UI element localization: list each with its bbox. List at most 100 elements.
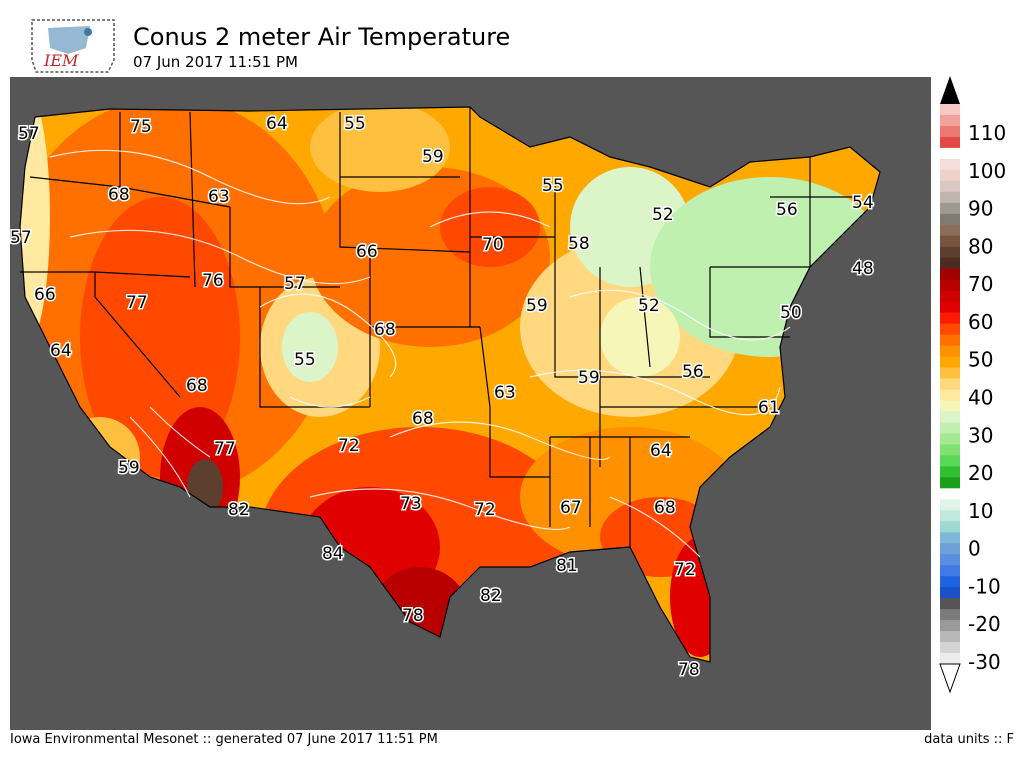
colorbar-tick-label: 40 xyxy=(968,386,993,410)
station-label: 64 xyxy=(650,441,672,461)
station-label: 78 xyxy=(402,606,424,626)
colorbar-swatch xyxy=(940,543,960,555)
temperature-map: 57 75 64 55 59 68 63 55 52 56 54 57 66 7… xyxy=(10,77,931,730)
colorbar-swatch xyxy=(940,565,960,577)
colorbar-swatch xyxy=(940,180,960,193)
state-borders xyxy=(19,106,881,663)
colorbar-swatch xyxy=(940,532,960,544)
colorbar-swatch xyxy=(940,191,960,204)
station-label: 76 xyxy=(202,271,224,291)
station-label: 57 xyxy=(18,124,40,144)
colorbar-swatch xyxy=(940,378,960,390)
colorbar-swatch xyxy=(940,642,960,654)
iem-logo: IEM xyxy=(31,19,115,73)
colorbar-tick-label: 70 xyxy=(968,272,993,296)
station-label: 59 xyxy=(422,147,444,167)
station-label: 75 xyxy=(130,117,152,137)
colorbar-tick-label: -20 xyxy=(968,612,1001,636)
colorbar-swatch xyxy=(940,389,960,401)
colorbar-swatch xyxy=(940,323,960,336)
colorbar-swatch xyxy=(940,631,960,643)
colorbar-swatch xyxy=(940,312,960,325)
station-label: 72 xyxy=(674,560,696,580)
station-label: 55 xyxy=(294,350,316,370)
station-label: 68 xyxy=(108,185,130,205)
colorbar-swatch xyxy=(940,422,960,434)
colorbar-tick-label: 30 xyxy=(968,423,993,447)
station-label: 54 xyxy=(852,193,874,213)
isotherm-lines xyxy=(49,149,791,558)
colorbar-tick-label: -10 xyxy=(968,574,1001,598)
colorbar-swatch xyxy=(940,499,960,511)
colorbar-swatch xyxy=(940,147,960,160)
logo-text: IEM xyxy=(43,51,79,70)
colorbar-swatch xyxy=(940,213,960,226)
colorbar-tick-label: 50 xyxy=(968,348,993,372)
colorbar-tick-label: 110 xyxy=(968,121,1006,145)
station-label: 63 xyxy=(208,187,230,207)
colorbar-swatch xyxy=(940,433,960,445)
colorbar-tick-label: -30 xyxy=(968,650,1001,674)
station-label: 70 xyxy=(482,235,504,255)
station-label: 55 xyxy=(344,114,366,134)
colorbar-swatch xyxy=(940,444,960,456)
station-label: 82 xyxy=(480,586,502,606)
colorbar-swatch xyxy=(940,334,960,347)
colorbar-swatch xyxy=(940,104,960,116)
station-label: 59 xyxy=(578,368,600,388)
colorbar-swatch xyxy=(940,114,960,127)
colorbar-swatch xyxy=(940,257,960,270)
colorbar-tick-label: 60 xyxy=(968,310,993,334)
colorbar-swatch xyxy=(940,477,960,489)
station-label: 82 xyxy=(228,500,250,520)
station-label: 66 xyxy=(34,285,56,305)
station-label: 59 xyxy=(526,296,548,316)
colorbar-swatch xyxy=(940,488,960,500)
colorbar-swatch xyxy=(940,576,960,588)
station-label: 68 xyxy=(654,498,676,518)
station-label: 84 xyxy=(322,544,344,564)
colorbar-swatch xyxy=(940,345,960,358)
colorbar-swatch xyxy=(940,301,960,314)
colorbar-tick-label: 20 xyxy=(968,461,993,485)
station-label: 57 xyxy=(284,274,306,294)
colorbar-swatch xyxy=(940,246,960,259)
station-label: 72 xyxy=(338,436,360,456)
station-label: 57 xyxy=(10,228,32,248)
colorbar-swatch xyxy=(940,367,960,380)
colorbar-swatch xyxy=(940,400,960,412)
station-label: 56 xyxy=(776,200,798,220)
station-label: 64 xyxy=(266,114,288,134)
map-title: Conus 2 meter Air Temperature xyxy=(133,23,511,51)
station-label: 59 xyxy=(118,458,140,478)
colorbar-swatch xyxy=(940,554,960,566)
station-label: 72 xyxy=(474,500,496,520)
station-label: 77 xyxy=(214,439,236,459)
station-label: 56 xyxy=(682,362,704,382)
colorbar-swatch xyxy=(940,224,960,237)
colorbar-swatch xyxy=(940,158,960,171)
colorbar-swatch xyxy=(940,609,960,621)
colorbar-tick-label: 10 xyxy=(968,499,993,523)
colorbar-tick-label: 0 xyxy=(968,537,981,561)
colorbar-swatch xyxy=(940,235,960,248)
colorbar-tick-label: 100 xyxy=(968,159,1006,183)
colorbar-swatches xyxy=(940,104,960,665)
colorbar-min-arrow xyxy=(939,663,961,694)
station-label: 77 xyxy=(126,293,148,313)
map-subtitle: 07 Jun 2017 11:51 PM xyxy=(133,53,298,71)
station-label: 48 xyxy=(852,259,874,279)
colorbar-tick-label: 90 xyxy=(968,197,993,221)
station-label: 66 xyxy=(356,242,378,262)
station-label: 78 xyxy=(678,660,700,680)
station-label: 73 xyxy=(400,494,422,514)
colorbar-swatch xyxy=(940,587,960,599)
station-label: 64 xyxy=(50,341,72,361)
station-label: 81 xyxy=(556,556,578,576)
colorbar-max-arrow xyxy=(940,76,960,104)
colorbar-swatch xyxy=(940,279,960,292)
colorbar-swatch xyxy=(940,620,960,632)
colorbar-swatch xyxy=(940,125,960,138)
